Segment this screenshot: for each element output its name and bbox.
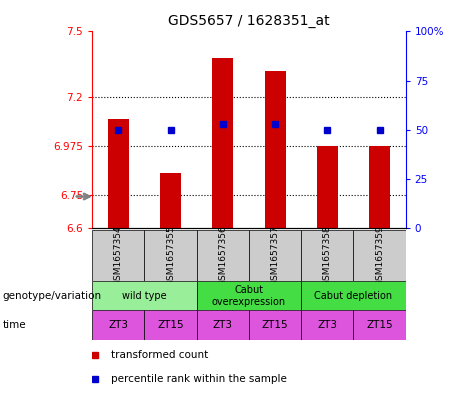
Bar <box>317 146 338 228</box>
Bar <box>249 310 301 340</box>
Bar <box>354 230 406 281</box>
Bar <box>249 230 301 281</box>
Bar <box>92 230 144 281</box>
Text: transformed count: transformed count <box>111 350 208 360</box>
Bar <box>301 310 354 340</box>
Bar <box>144 230 197 281</box>
Bar <box>213 58 233 228</box>
Bar <box>92 310 144 340</box>
Text: Cabut
overexpression: Cabut overexpression <box>212 285 286 307</box>
Text: time: time <box>2 320 26 330</box>
Bar <box>354 310 406 340</box>
Bar <box>197 281 301 310</box>
Bar <box>108 119 129 228</box>
Bar <box>144 310 197 340</box>
Text: ZT15: ZT15 <box>157 320 184 330</box>
Text: GSM1657358: GSM1657358 <box>323 225 332 286</box>
Text: ZT15: ZT15 <box>262 320 289 330</box>
Bar <box>301 281 406 310</box>
Title: GDS5657 / 1628351_at: GDS5657 / 1628351_at <box>168 14 330 28</box>
Text: ZT3: ZT3 <box>317 320 337 330</box>
Text: wild type: wild type <box>122 291 167 301</box>
Bar <box>197 310 249 340</box>
Text: ZT15: ZT15 <box>366 320 393 330</box>
Text: Cabut depletion: Cabut depletion <box>314 291 392 301</box>
Bar <box>197 230 249 281</box>
Text: genotype/variation: genotype/variation <box>2 291 101 301</box>
Text: GSM1657356: GSM1657356 <box>219 225 227 286</box>
Text: GSM1657357: GSM1657357 <box>271 225 279 286</box>
Bar <box>301 230 354 281</box>
Bar <box>369 146 390 228</box>
Text: ZT3: ZT3 <box>108 320 128 330</box>
Bar <box>92 281 197 310</box>
Text: GSM1657354: GSM1657354 <box>114 225 123 286</box>
Text: percentile rank within the sample: percentile rank within the sample <box>111 374 287 384</box>
Text: ZT3: ZT3 <box>213 320 233 330</box>
Text: GSM1657355: GSM1657355 <box>166 225 175 286</box>
Bar <box>160 173 181 228</box>
Bar <box>265 71 285 228</box>
Text: GSM1657359: GSM1657359 <box>375 225 384 286</box>
